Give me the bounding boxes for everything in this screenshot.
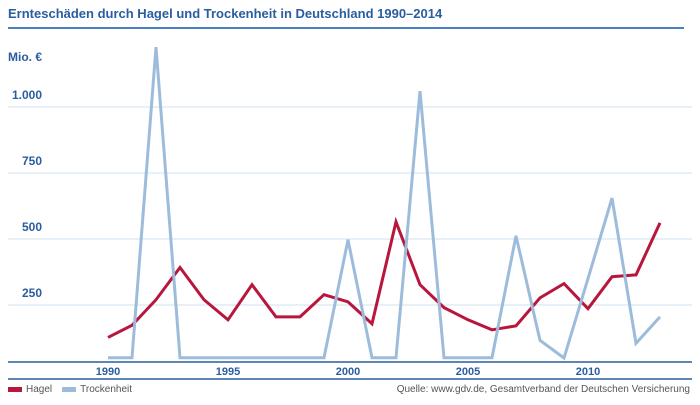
y-axis-label: Mio. € <box>8 50 42 64</box>
x-tick-label: 1990 <box>96 366 120 378</box>
legend-swatch-hagel <box>8 387 22 392</box>
x-tick-label: 1995 <box>216 366 240 378</box>
legend-item-hagel: Hagel <box>8 384 52 395</box>
y-tick-label: 250 <box>22 286 42 300</box>
x-tick-label: 2010 <box>576 366 600 378</box>
series-line-trockenheit <box>108 46 662 361</box>
title-underline <box>8 27 684 29</box>
x-tick-label: 2005 <box>456 366 480 378</box>
x-tick-label: 2000 <box>336 366 360 378</box>
legend-swatch-trockenheit <box>62 387 77 392</box>
source-note: Quelle: www.gdv.de, Gesamtverband der De… <box>396 384 690 395</box>
legend-item-trockenheit: Trockenheit <box>62 384 132 395</box>
series-line-hagel <box>107 216 662 339</box>
legend: Hagel Trockenheit <box>8 384 142 395</box>
chart-title: Ernteschäden durch Hagel und Trockenheit… <box>8 6 443 21</box>
y-tick-label: 1.000 <box>12 88 42 102</box>
legend-label-trockenheit: Trockenheit <box>80 384 133 395</box>
legend-label-hagel: Hagel <box>26 384 53 395</box>
y-tick-label: 750 <box>22 154 42 168</box>
y-tick-label: 500 <box>22 220 42 234</box>
